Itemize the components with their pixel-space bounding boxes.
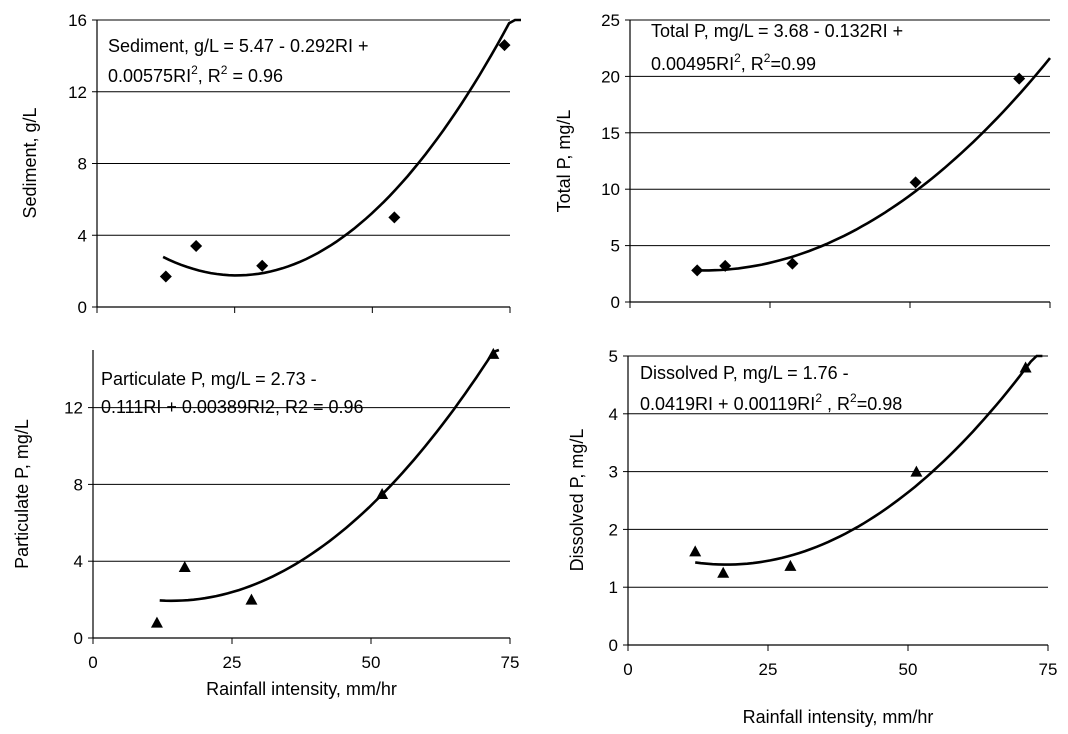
data-point-3-2 — [178, 560, 191, 572]
fit-curve-1 — [162, 18, 521, 277]
equation-line-2: 0.00495RI2, R2=0.99 — [651, 51, 816, 74]
y-tick-label: 10 — [601, 180, 620, 199]
data-point-1-1 — [159, 270, 172, 283]
fit-curve-4 — [695, 354, 1043, 566]
equation-line-1: Particulate P, mg/L = 2.73 - — [101, 369, 317, 389]
y-tick-label: 12 — [68, 83, 87, 102]
x-tick-label: 25 — [759, 660, 778, 679]
chart-panel-3: 0 4 8 12 0 25 50 75 Particulate P, mg/L Rainfall … — [12, 347, 520, 699]
data-point-2-2 — [719, 259, 732, 272]
equation-line-2: 0.111RI + 0.00389RI2, R2 = 0.96 — [101, 397, 364, 417]
data-point-1-4 — [388, 211, 401, 224]
data-point-1-2 — [190, 240, 203, 253]
y-axis-label: Total P, mg/L — [554, 110, 574, 213]
equation-line-2: 0.00575RI2, R2 = 0.96 — [108, 63, 283, 86]
y-tick-label: 0 — [78, 298, 87, 317]
data-point-2-3 — [786, 257, 799, 270]
y-tick-label: 12 — [64, 399, 83, 418]
equation-line-1: Dissolved P, mg/L = 1.76 - — [640, 363, 849, 383]
chart-panel-1: 0 4 8 12 16 Sediment, g/L Sediment, g/L = 5.47… — [20, 11, 521, 317]
y-tick-label: 4 — [78, 226, 87, 245]
x-tick-label: 75 — [1039, 660, 1058, 679]
y-tick-label: 4 — [609, 405, 618, 424]
y-tick-label: 1 — [609, 578, 618, 597]
y-tick-label: 20 — [601, 67, 620, 86]
equation-line-1: Total P, mg/L = 3.68 - 0.132RI + — [651, 21, 903, 41]
x-tick-label: 75 — [501, 653, 520, 672]
y-tick-label: 16 — [68, 11, 87, 30]
data-point-4-5 — [1019, 361, 1032, 373]
data-point-4-4 — [910, 465, 923, 477]
x-axis-label: Rainfall intensity, mm/hr — [206, 679, 397, 699]
data-point-4-2 — [717, 566, 730, 578]
data-point-2-1 — [691, 264, 704, 277]
data-point-4-3 — [784, 559, 797, 571]
y-tick-label: 3 — [609, 463, 618, 482]
x-tick-label: 0 — [623, 660, 632, 679]
data-point-2-4 — [909, 176, 922, 189]
x-axis-label: Rainfall intensity, mm/hr — [743, 707, 934, 727]
data-point-3-1 — [150, 616, 163, 628]
y-axis-label: Particulate P, mg/L — [12, 419, 32, 569]
equation-line-1: Sediment, g/L = 5.47 - 0.292RI + — [108, 36, 369, 56]
data-point-2-5 — [1013, 72, 1026, 85]
x-tick-label: 0 — [88, 653, 97, 672]
data-point-4-1 — [689, 545, 702, 557]
chart-panel-2: 0 5 10 15 20 25 Total P, mg/L Total P, mg/L = 3… — [554, 11, 1052, 312]
equation-line-2: 0.0419RI + 0.00119RI2 , R2=0.98 — [640, 391, 902, 414]
y-tick-label: 4 — [74, 552, 83, 571]
data-point-1-3 — [256, 259, 269, 272]
data-point-3-5 — [487, 347, 500, 359]
data-point-3-3 — [245, 593, 258, 605]
y-tick-label: 8 — [78, 155, 87, 174]
y-tick-label: 5 — [611, 237, 620, 256]
y-tick-label: 8 — [74, 475, 83, 494]
y-tick-label: 25 — [601, 11, 620, 30]
y-tick-label: 15 — [601, 124, 620, 143]
fit-curve-2 — [697, 57, 1052, 272]
y-axis-label: Sediment, g/L — [20, 107, 40, 218]
fit-curve-3 — [159, 348, 500, 603]
x-tick-label: 50 — [362, 653, 381, 672]
x-tick-label: 50 — [899, 660, 918, 679]
data-point-1-5 — [498, 39, 511, 52]
y-tick-label: 5 — [609, 347, 618, 366]
y-tick-label: 2 — [609, 520, 618, 539]
y-axis-label: Dissolved P, mg/L — [567, 429, 587, 572]
data-point-3-4 — [376, 488, 389, 499]
y-tick-label: 0 — [609, 636, 618, 655]
x-tick-label: 25 — [223, 653, 242, 672]
y-tick-label: 0 — [74, 629, 83, 648]
y-tick-label: 0 — [611, 293, 620, 312]
